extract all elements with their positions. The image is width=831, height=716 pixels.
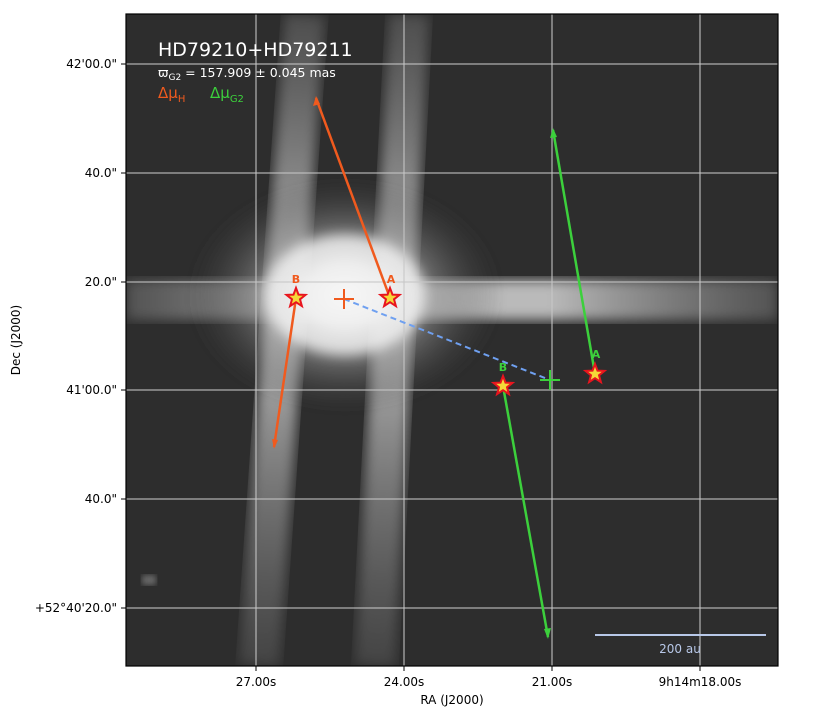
star-marker-h-b xyxy=(283,285,309,309)
y-tick-label: 40.0" xyxy=(85,492,117,506)
legend-dmu-g2: ΔμG2 xyxy=(210,84,244,105)
dmu-g2-arrowhead-a xyxy=(550,128,557,138)
star-label-g2-b: B xyxy=(499,361,507,374)
dmu-h-vector-a xyxy=(314,97,392,299)
y-tick-label: 41'00.0" xyxy=(66,383,117,397)
y-tick-label: 42'00.0" xyxy=(66,57,117,71)
y-tick-label: 40.0" xyxy=(85,166,117,180)
grid xyxy=(126,14,778,666)
motion-vectors xyxy=(272,96,597,639)
dmu-h-vector-b xyxy=(272,297,298,448)
x-axis-label: RA (J2000) xyxy=(420,693,483,707)
star-marker-g2-a xyxy=(582,361,608,385)
star-marker-g2-b xyxy=(490,373,516,397)
x-tick-label: 27.00s xyxy=(236,675,277,689)
chart-title: HD79210+HD79211 xyxy=(158,39,353,61)
scale-bar-label: 200 au xyxy=(659,642,701,656)
barycentre-marker-h xyxy=(334,289,354,309)
star-marker-h-a xyxy=(377,285,403,309)
dmu-g2-vector-b xyxy=(501,385,550,638)
dmu-g2-vector-a xyxy=(551,129,597,375)
sky-image xyxy=(126,14,778,666)
legend-dmu-h: ΔμH xyxy=(158,84,185,105)
dmu-g2-arrowhead-b xyxy=(544,628,551,639)
x-tick-label: 24.00s xyxy=(384,675,425,689)
stars: A B A B xyxy=(283,273,608,397)
y-tick-label: +52°40'20.0" xyxy=(35,601,117,615)
x-tick-label: 21.00s xyxy=(532,675,573,689)
barycentre-shift xyxy=(343,298,551,381)
parallax-label: ϖG2 = 157.909 ± 0.045 mas xyxy=(158,65,336,83)
dmu-h-arrowhead-a xyxy=(313,96,320,106)
x-tick-label: 9h14m18.00s xyxy=(659,675,742,689)
barycentre-marker-g2 xyxy=(540,370,560,390)
plot-frame xyxy=(125,13,779,667)
star-label-h-a: A xyxy=(387,273,396,286)
y-axis xyxy=(121,63,126,609)
dmu-h-arrowhead-b xyxy=(272,439,278,449)
x-axis xyxy=(255,666,701,671)
star-label-g2-a: A xyxy=(592,348,601,361)
y-axis-label: Dec (J2000) xyxy=(9,305,23,375)
star-label-h-b: B xyxy=(292,273,300,286)
y-tick-label: 20.0" xyxy=(85,275,117,289)
